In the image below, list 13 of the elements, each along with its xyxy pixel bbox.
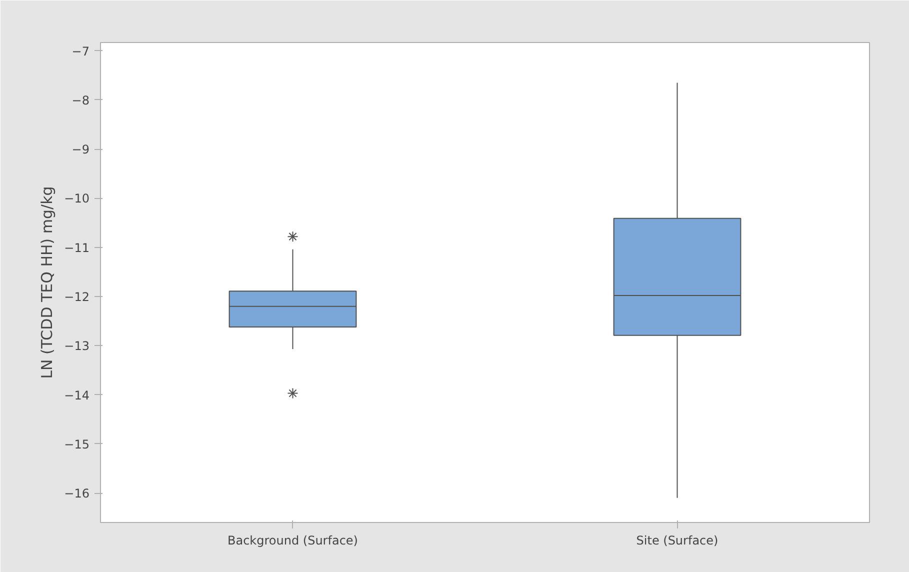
y-tick-label: −8 bbox=[72, 93, 90, 108]
y-tick-label: −7 bbox=[72, 44, 90, 58]
y-tick-label: −14 bbox=[64, 388, 90, 402]
y-tick-label: −10 bbox=[64, 192, 90, 206]
y-tick-label: −9 bbox=[72, 142, 90, 157]
y-tick-label: −16 bbox=[64, 486, 90, 501]
x-tick-label: Site (Surface) bbox=[636, 534, 718, 548]
y-tick-label: −12 bbox=[64, 290, 90, 304]
x-tick-label: Background (Surface) bbox=[228, 534, 358, 548]
y-axis-title: LN (TCDD TEQ HH) mg/kg bbox=[38, 186, 56, 379]
y-tick-label: −13 bbox=[64, 339, 90, 354]
y-tick-label: −15 bbox=[64, 437, 90, 452]
y-tick-label: −11 bbox=[64, 240, 90, 255]
